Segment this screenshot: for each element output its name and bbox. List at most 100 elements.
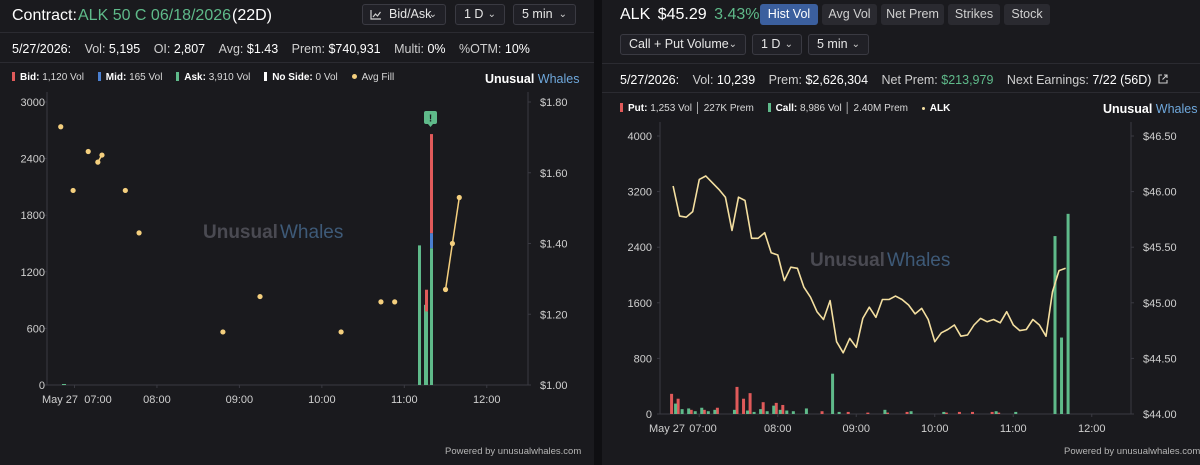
bid-label: Bid:	[20, 72, 40, 83]
bar-put	[742, 398, 746, 414]
avg-fill-point	[378, 299, 384, 305]
contract-stats-bar: 5/27/2026: Vol: 5,195 OI: 2,807 Avg: $1.…	[0, 33, 594, 63]
period-select[interactable]: 1 D ⌄	[752, 34, 802, 55]
y2-tick-label: $45.50	[1143, 242, 1177, 254]
tab-avg-vol[interactable]: Avg Vol	[822, 4, 877, 25]
watermark-word-a: Unusual	[810, 250, 885, 271]
tab-net-prem[interactable]: Net Prem	[881, 4, 944, 25]
brand-word-a: Unusual	[1103, 102, 1153, 116]
x-tick-label: 11:00	[391, 394, 418, 406]
put-label: Put:	[628, 103, 648, 114]
mid-value: 165 Vol	[129, 72, 163, 83]
legend-mid[interactable]: Mid: 165 Vol	[97, 72, 163, 83]
bar-call	[746, 410, 750, 414]
bar-call	[732, 409, 736, 414]
avg-fill-point	[257, 293, 263, 300]
avg-fill-point	[442, 286, 449, 293]
y2-tick-label: $46.00	[1143, 187, 1177, 199]
legend-avgfill[interactable]: Avg Fill	[351, 72, 394, 83]
volume-price-chart[interactable]: Unusual Whales 4000 3200 2400 1600 800 0 $46.5…	[602, 122, 1200, 442]
legend-call[interactable]: Call: 8,986 Vol │ 2.40M Prem	[767, 103, 908, 114]
y-tick-label: 2400	[21, 154, 45, 166]
watermark-word-b: Whales	[887, 250, 950, 271]
bid-value: 1,120 Vol	[42, 72, 84, 83]
bar-call	[1060, 337, 1064, 414]
bar-call	[687, 408, 691, 414]
chart-icon	[370, 10, 381, 20]
prem-label: Prem:	[768, 73, 802, 87]
mid-swatch	[97, 72, 101, 81]
avg-fill-point	[392, 299, 398, 305]
bar-put	[990, 411, 994, 414]
bar-call	[706, 411, 710, 414]
bar-call	[765, 411, 769, 414]
external-link-icon[interactable]	[1158, 74, 1168, 84]
bar-call	[883, 409, 887, 414]
bar-ask	[418, 245, 421, 385]
legend-ask[interactable]: Ask: 3,910 Vol	[176, 72, 250, 83]
bar-ask	[62, 384, 66, 385]
ticker-legend: Put: 1,253 Vol │ 227K Prem Call: 8,986 V…	[620, 103, 961, 114]
y2-tick-label: $1.00	[540, 380, 568, 392]
y-tick-label: 0	[646, 409, 652, 421]
x-tick-label: 09:00	[842, 423, 870, 435]
alert-marker-tip	[428, 124, 433, 127]
bar-put	[670, 393, 674, 414]
bar-put	[820, 411, 824, 414]
y-tick-label: 2400	[628, 242, 652, 254]
ticker-price: $45.29	[657, 6, 707, 23]
bar-mid	[430, 233, 433, 249]
bar-call	[837, 411, 841, 414]
avg-fill-point	[122, 187, 128, 194]
bar-call	[680, 409, 684, 414]
ticker-stats-bar: 5/27/2026: Vol: 10,239 Prem: $2,626,304 …	[602, 63, 1200, 93]
interval-select[interactable]: 5 min ⌄	[513, 4, 576, 25]
net-prem-value: $213,979	[941, 73, 994, 87]
contract-dte: (22D)	[232, 7, 273, 24]
avg-fill-point	[95, 159, 101, 165]
ticker-change: 3.43%	[714, 6, 760, 23]
bar-call	[693, 411, 697, 414]
otm-value: 10%	[504, 42, 530, 56]
chevron-down-icon: ⌄	[728, 39, 737, 50]
legend-alk[interactable]: ALK	[921, 103, 950, 114]
tab-hist-vol[interactable]: Hist Vol	[760, 4, 818, 25]
bar-call	[759, 409, 763, 414]
chart-type-select[interactable]: Bid/Ask ⌄	[362, 4, 446, 25]
legend-noside[interactable]: No Side: 0 Vol	[264, 72, 338, 83]
bid-swatch	[12, 72, 15, 81]
x-tick-label: 12:00	[1078, 423, 1106, 435]
chevron-down-icon: ⌄	[784, 39, 793, 50]
legend-bid[interactable]: Bid: 1,120 Vol	[12, 72, 84, 83]
contract-name[interactable]: ALK 50 C 06/18/2026	[78, 7, 232, 24]
x-tick-label: 10:00	[921, 423, 949, 435]
y-tick-label: 3000	[21, 97, 45, 109]
tab-strikes[interactable]: Strikes	[948, 4, 1000, 25]
contract-flow-chart[interactable]: Unusual Whales 3000 2400 1800 1200 600 0 $1.80…	[0, 92, 594, 442]
y-tick-label: 600	[27, 323, 45, 335]
y-tick-label: 0	[39, 380, 45, 392]
prem-value: $740,931	[328, 42, 381, 56]
mid-label: Mid:	[105, 72, 127, 83]
period-value: 1 D	[761, 37, 781, 51]
avg-fill-point	[220, 329, 226, 335]
legend-put[interactable]: Put: 1,253 Vol │ 227K Prem	[620, 103, 754, 114]
period-select[interactable]: 1 D ⌄	[455, 4, 505, 25]
volume-select[interactable]: Call + Put Volume ⌄	[620, 34, 746, 55]
put-value: 1,253 Vol │ 227K Prem	[650, 103, 754, 114]
tab-stock[interactable]: Stock	[1004, 4, 1050, 25]
avg-fill-point	[85, 148, 91, 155]
vol-value: 5,195	[108, 42, 141, 56]
alert-marker-box	[424, 111, 437, 124]
bar-put	[905, 411, 909, 414]
interval-select[interactable]: 5 min ⌄	[808, 34, 869, 55]
alert-marker[interactable]: !	[424, 111, 437, 127]
avg-fill-line	[451, 197, 461, 244]
vol-label: Vol:	[692, 73, 714, 87]
bar-call	[785, 410, 789, 414]
noside-value: 0 Vol	[315, 72, 338, 83]
call-value: 8,986 Vol │ 2.40M Prem	[800, 103, 908, 114]
period-value: 1 D	[464, 7, 484, 21]
watermark-word-a: Unusual	[203, 222, 278, 243]
bar-call	[778, 409, 782, 414]
